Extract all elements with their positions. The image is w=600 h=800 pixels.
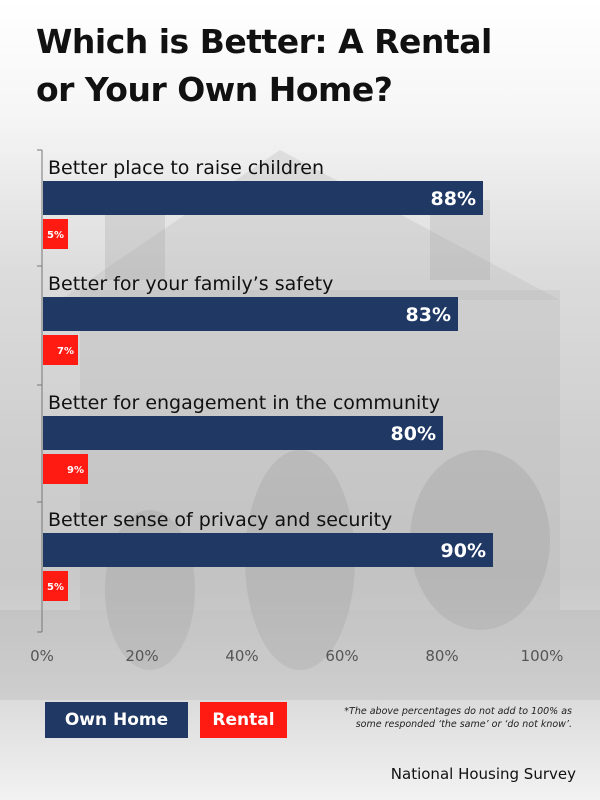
x-tick-label: 80%: [425, 647, 458, 665]
value-label-own-home: 83%: [406, 304, 451, 326]
value-label-rental: 7%: [57, 346, 74, 357]
category-label: Better for engagement in the community: [48, 392, 440, 414]
source-label: National Housing Survey: [390, 765, 576, 783]
category-label: Better for your family’s safety: [48, 273, 333, 295]
bar-own-home: [43, 533, 493, 567]
footnote-line-1: *The above percentages do not add to 100…: [344, 706, 572, 717]
category-label: Better sense of privacy and security: [48, 509, 392, 531]
value-label-rental: 9%: [67, 465, 84, 476]
title-line-1: Which is Better: A Rental: [36, 22, 492, 61]
bar-own-home: [43, 297, 458, 331]
legend-own-home: Own Home: [45, 702, 188, 738]
bar-rental: [43, 571, 68, 601]
footnote: *The above percentages do not add to 100…: [300, 705, 572, 731]
value-label-rental: 5%: [47, 230, 64, 241]
x-tick-label: 0%: [30, 647, 54, 665]
x-tick-label: 60%: [325, 647, 358, 665]
legend-rental: Rental: [200, 702, 287, 738]
value-label-own-home: 80%: [391, 423, 436, 445]
footnote-line-2: some responded ‘the same’ or ‘do not kno…: [355, 719, 572, 730]
bar-own-home: [43, 181, 483, 215]
x-tick-label: 20%: [125, 647, 158, 665]
bar-chart: Better place to raise children 88% 5% Bette…: [30, 149, 564, 665]
value-label-own-home: 88%: [431, 188, 476, 210]
chart-title: Which is Better: A Rental or Your Own Ho…: [36, 18, 576, 114]
title-line-2: or Your Own Home?: [36, 70, 393, 109]
bar-rental: [43, 219, 68, 249]
bar-rental: [43, 335, 78, 365]
x-tick-label: 100%: [521, 647, 564, 665]
x-tick-label: 40%: [225, 647, 258, 665]
bar-own-home: [43, 416, 443, 450]
category-label: Better place to raise children: [48, 157, 324, 179]
value-label-rental: 5%: [47, 582, 64, 593]
bar-rental: [43, 454, 88, 484]
value-label-own-home: 90%: [441, 540, 486, 562]
